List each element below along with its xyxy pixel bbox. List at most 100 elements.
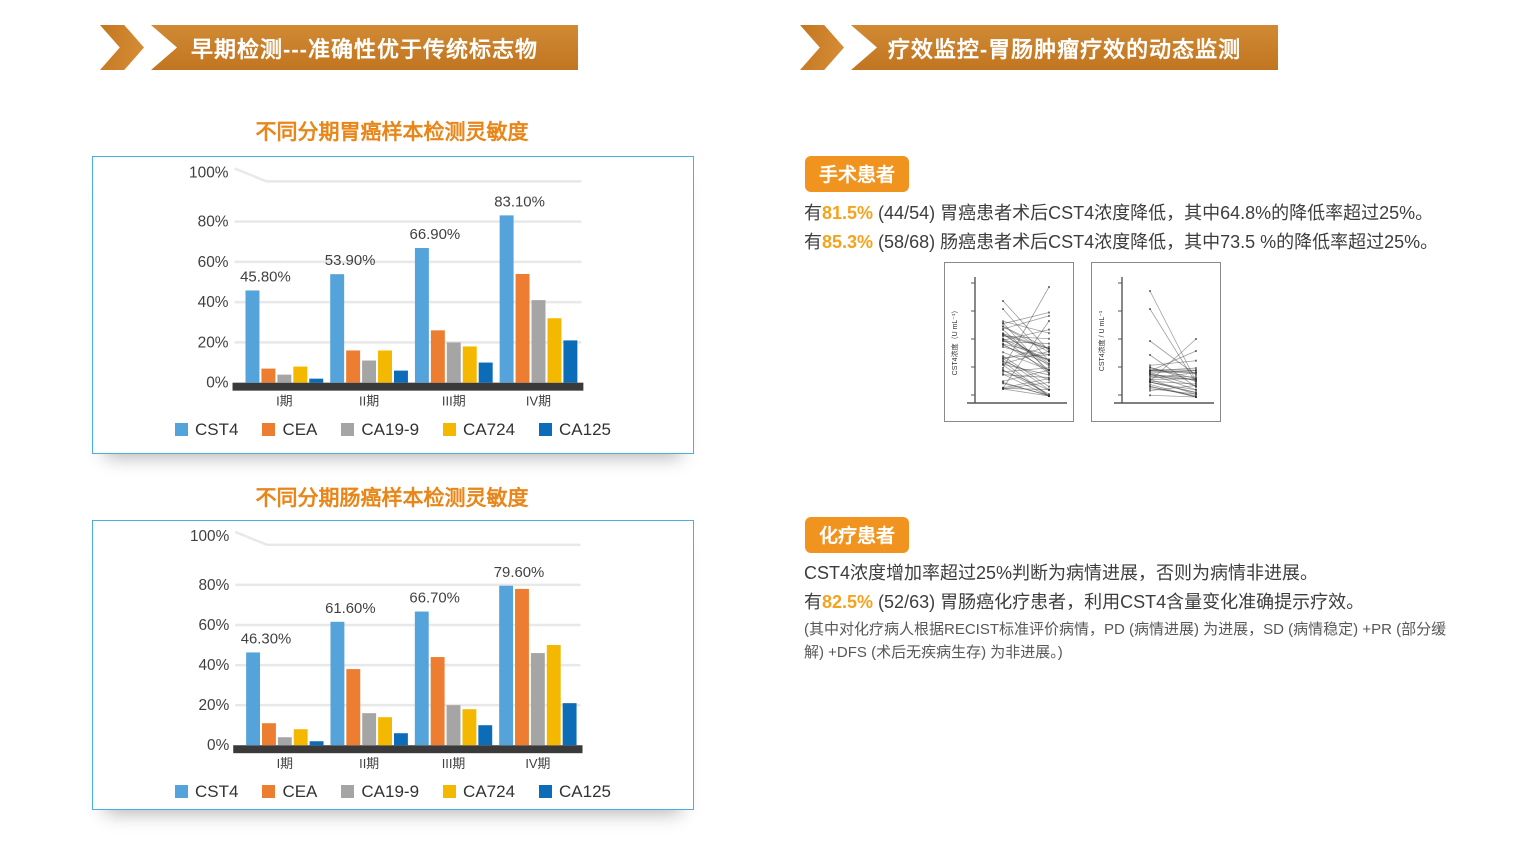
bar-CEA-IV期 <box>515 273 530 383</box>
legend-item-CST4: CST4 <box>174 420 238 440</box>
data-point <box>1002 332 1004 335</box>
legend-item-CA125: CA125 <box>539 782 611 802</box>
paired-line <box>1002 343 1050 371</box>
legend-swatch <box>341 785 355 798</box>
data-point <box>1002 328 1004 331</box>
data-point <box>1149 370 1151 372</box>
legend-item-CEA: CEA <box>262 782 317 802</box>
paired-line <box>1149 385 1197 392</box>
bar-CST4-II期 <box>330 274 345 383</box>
y-tick-label: 60% <box>199 617 230 634</box>
bar-CA19-9-I期 <box>277 737 292 746</box>
bar-CA724-III期 <box>462 346 477 383</box>
data-point <box>1149 290 1151 292</box>
data-label: 53.90% <box>325 252 376 269</box>
bar-CST4-IV期 <box>499 215 514 383</box>
y-tick-label: 80% <box>199 577 230 594</box>
bar-CA125-III期 <box>478 725 493 746</box>
chevron-icon <box>800 25 844 70</box>
data-point <box>1048 337 1050 340</box>
text: 有 <box>804 203 822 223</box>
data-point <box>1149 381 1151 384</box>
gastric-chart-box: 100% 80% 60% 40% 20% 0% 45.80% I期 53.90% II期 66.90… <box>92 156 694 454</box>
data-point <box>1195 384 1197 387</box>
data-point <box>1002 335 1004 338</box>
paired-line <box>1002 308 1050 362</box>
data-point <box>1002 355 1004 358</box>
grid-line-100 <box>234 530 581 547</box>
paired-line <box>1149 338 1197 382</box>
paired-line <box>1002 358 1050 390</box>
data-label: 61.60% <box>325 601 375 617</box>
data-point <box>1048 332 1050 335</box>
bar-CA125-III期 <box>478 362 493 383</box>
data-point <box>1048 350 1050 352</box>
data-point <box>1048 363 1050 366</box>
chemo-patients-badge: 化疗患者 <box>805 517 910 553</box>
bar-CEA-IV期 <box>515 588 529 746</box>
data-point <box>1149 371 1151 374</box>
data-point <box>1002 340 1004 343</box>
data-point <box>1048 376 1050 379</box>
bowel-chart-legend: CST4 CEA CA19-9 CA724 CA125 <box>93 782 693 802</box>
legend-swatch <box>262 785 276 798</box>
legend-swatch <box>539 423 553 436</box>
data-label: 45.80% <box>240 268 291 285</box>
data-point <box>1002 373 1004 376</box>
data-point <box>1149 373 1151 376</box>
bar-CEA-II期 <box>346 669 361 746</box>
paired-line <box>1002 387 1050 391</box>
paired-line <box>1002 338 1050 361</box>
bar-CA724-II期 <box>378 717 392 746</box>
bar-CST4-II期 <box>330 621 345 746</box>
paired-line <box>1149 354 1197 388</box>
data-point <box>1195 374 1197 376</box>
data-point <box>1149 380 1151 382</box>
data-point <box>1195 338 1197 340</box>
data-point <box>1149 377 1151 380</box>
x-axis-baseline <box>233 745 583 754</box>
data-label: 46.30% <box>241 632 291 648</box>
data-point <box>1149 364 1151 367</box>
data-point <box>1002 337 1004 340</box>
bar-CA19-9-III期 <box>446 342 461 383</box>
legend-label: CA724 <box>463 782 516 801</box>
bar-CA19-9-II期 <box>362 713 377 746</box>
paired-line <box>1002 300 1050 352</box>
data-point <box>1195 369 1197 372</box>
paired-line <box>1002 326 1050 350</box>
data-point <box>1002 369 1004 372</box>
data-point <box>1002 320 1004 323</box>
paired-line <box>1002 329 1050 371</box>
data-point <box>1149 378 1151 381</box>
bar-CA19-9-IV期 <box>530 653 545 746</box>
data-point <box>1002 362 1004 365</box>
y-tick-label: 60% <box>198 254 229 271</box>
bar-CA724-III期 <box>462 709 477 746</box>
data-point <box>1195 393 1197 396</box>
data-point <box>1048 366 1050 369</box>
bowel-chart-box: 100% 80% 60% 40% 20% 0% 46.30% I期 61.60% II期 66.70… <box>92 520 694 810</box>
bar-CA125-I期 <box>309 378 324 383</box>
data-point <box>1002 387 1004 389</box>
paired-line <box>1149 370 1197 374</box>
paired-line <box>1002 382 1050 390</box>
paired-line <box>1002 312 1050 325</box>
paired-line <box>1002 320 1050 389</box>
data-point <box>1048 351 1050 354</box>
data-point <box>1048 342 1050 345</box>
y-tick-label: 100% <box>189 164 229 181</box>
paired-line <box>1002 373 1050 397</box>
paired-line <box>1149 350 1197 372</box>
y-tick-label: 20% <box>199 697 230 714</box>
legend-swatch <box>174 423 188 436</box>
data-point <box>1195 350 1197 352</box>
paired-line <box>1002 334 1050 350</box>
data-point <box>1149 385 1151 388</box>
data-point <box>1048 377 1050 380</box>
legend-label: CA19-9 <box>361 782 420 801</box>
data-label: 79.60% <box>494 565 544 581</box>
data-point <box>1048 311 1050 314</box>
paired-line <box>1002 378 1050 389</box>
data-point <box>1195 359 1197 362</box>
